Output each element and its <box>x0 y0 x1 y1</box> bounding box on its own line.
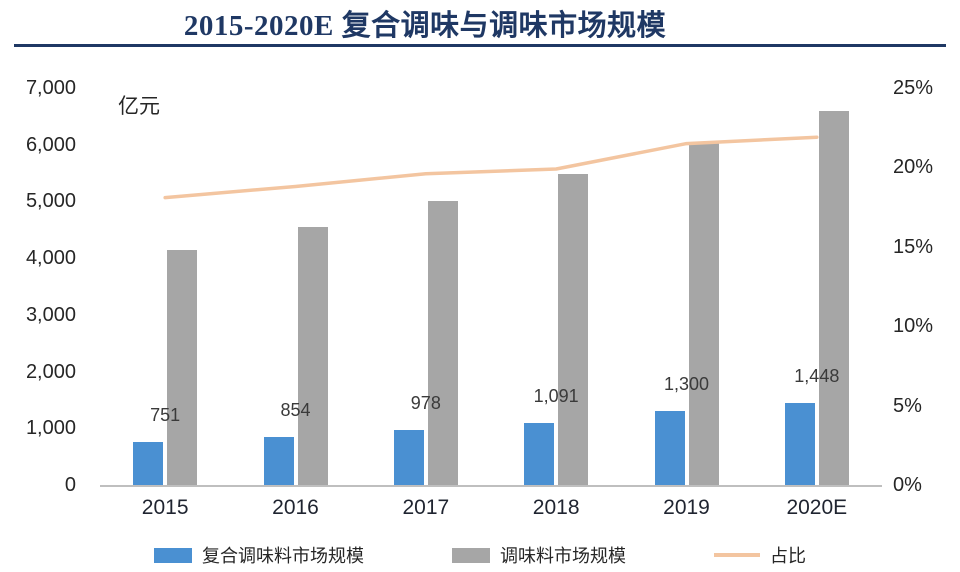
title-underline <box>14 44 946 47</box>
x-axis-label: 2019 <box>663 496 710 519</box>
compound-seasoning-bar <box>133 442 164 485</box>
left-axis-tick: 1,000 <box>25 417 76 440</box>
compound-seasoning-bar <box>654 411 685 485</box>
left-axis-tick: 2,000 <box>25 360 76 383</box>
legend-item: 占比 <box>714 542 806 568</box>
x-axis-label: 2015 <box>141 496 189 519</box>
right-axis-tick: 25% <box>893 77 934 99</box>
bar-value-label: 1,300 <box>663 374 710 395</box>
left-axis-tick: 7,000 <box>25 77 76 99</box>
x-axis-label: 2017 <box>402 496 450 519</box>
x-axis-label: 2020E <box>786 496 848 519</box>
seasoning-bar <box>818 110 849 485</box>
compound-seasoning-bar <box>393 429 424 485</box>
x-axis-label: 2018 <box>532 496 580 519</box>
right-axis-tick: 20% <box>893 156 934 179</box>
seasoning-bar <box>427 201 458 485</box>
left-axis-tick: 4,000 <box>25 247 76 270</box>
chart-title: 2015-2020E 复合调味与调味市场规模 <box>183 10 667 42</box>
seasoning-bar <box>297 226 328 485</box>
right-axis-tick: 10% <box>893 315 934 338</box>
legend-label: 占比 <box>770 546 806 566</box>
plot-area: 751 854 978 1,091 1,300 1,448 <box>100 88 882 487</box>
compound-seasoning-bar <box>524 423 555 485</box>
legend-item: 复合调味料市场规模 <box>154 542 364 568</box>
ratio-line <box>163 135 819 200</box>
y-axis-unit-label: 亿元 <box>118 95 160 118</box>
left-axis-tick: 3,000 <box>25 303 76 326</box>
bar-value-label: 1,091 <box>533 386 579 407</box>
left-axis-tick: 0 <box>64 474 76 496</box>
compound-seasoning-bar <box>263 436 294 485</box>
seasoning-bar <box>688 141 719 485</box>
left-axis-tick: 5,000 <box>25 190 76 213</box>
legend-label: 调味料市场规模 <box>500 546 626 566</box>
right-axis-tick: 5% <box>893 394 922 417</box>
legend-bar-swatch <box>154 547 192 563</box>
seasoning-bar <box>167 249 198 485</box>
bar-value-label: 854 <box>280 399 311 420</box>
right-axis-tick: 15% <box>893 235 934 258</box>
legend-label: 复合调味料市场规模 <box>202 546 364 566</box>
right-axis-tick: 0% <box>893 474 922 496</box>
bar-value-label: 978 <box>410 392 441 413</box>
x-axis-label: 2016 <box>272 496 319 519</box>
seasoning-bar <box>558 174 589 485</box>
legend: 复合调味料市场规模 调味料市场规模 占比 <box>0 542 960 568</box>
bar-value-label: 1,448 <box>794 365 840 386</box>
legend-item: 调味料市场规模 <box>452 542 626 568</box>
legend-bar-swatch <box>452 547 490 563</box>
compound-seasoning-bar <box>784 402 815 485</box>
bar-value-label: 751 <box>150 405 181 426</box>
legend-line-swatch <box>714 553 760 557</box>
left-axis-tick: 6,000 <box>25 133 76 156</box>
